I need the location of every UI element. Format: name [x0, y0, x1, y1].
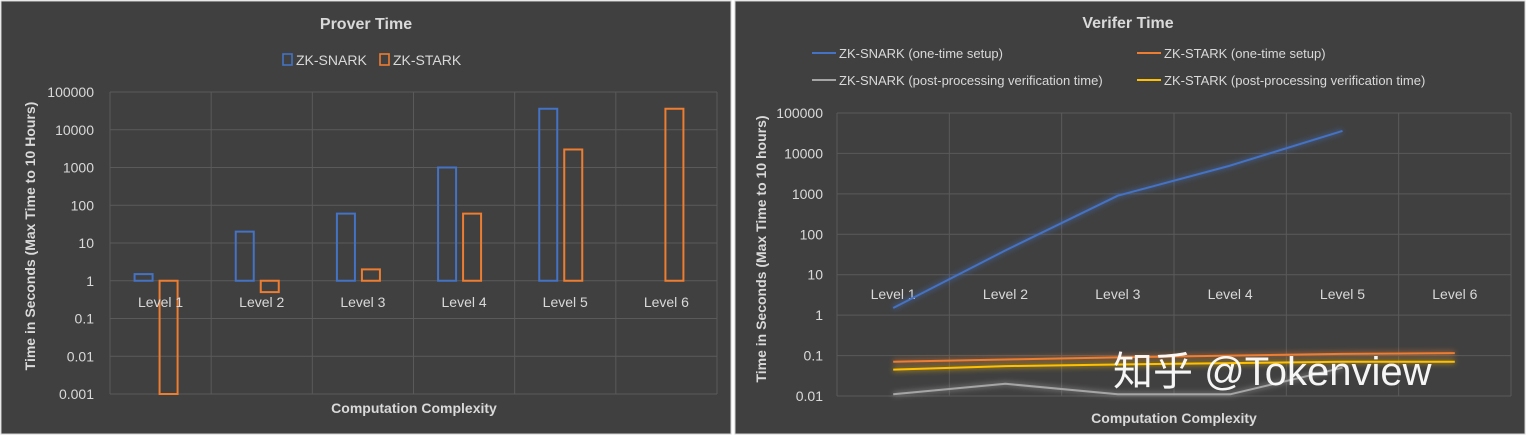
chart2-legend-label: ZK-SNARK (post-processing verification t… — [839, 73, 1103, 88]
chart1-bar-stark — [664, 107, 685, 282]
chart2-ytick-label: 10 — [807, 267, 823, 283]
chart2-category-label: Level 5 — [1320, 286, 1365, 302]
chart1-bar-snark — [133, 273, 154, 282]
chart2-ytick-label: 1 — [815, 307, 823, 323]
chart1-legend-swatch — [379, 53, 390, 66]
chart1-y-axis-title: Time in Seconds (Max Time to 10 Hours) — [22, 102, 38, 371]
chart2-category-label: Level 2 — [983, 286, 1028, 302]
chart1-title: Prover Time — [320, 16, 412, 33]
chart1-bar-snark — [335, 212, 356, 282]
chart1-ytick-label: 10 — [78, 235, 94, 251]
chart2-ytick-label: 100 — [800, 226, 824, 242]
chart1-ytick-label: 1000 — [63, 160, 94, 176]
chart1-bar-snark — [437, 166, 458, 282]
chart2-y-axis-title: Time in Seconds (Max Time to 10 hours) — [753, 115, 769, 382]
chart1-category-label: Level 4 — [442, 294, 487, 310]
chart1-background — [0, 0, 732, 435]
chart2-title: Verifer Time — [1082, 15, 1173, 32]
chart2-ytick-label: 0.1 — [804, 348, 824, 364]
chart2-ytick-label: 1000 — [792, 186, 823, 202]
chart1-bar-stark — [259, 279, 280, 294]
chart2-line-stark-setup — [893, 352, 1455, 363]
chart2-category-label: Level 4 — [1208, 286, 1253, 302]
chart2-line-stark-post — [893, 360, 1455, 371]
chart2-ytick-label: 100000 — [776, 105, 823, 121]
chart2-legend-label: ZK-SNARK (one-time setup) — [839, 46, 1003, 61]
chart2-line-snark-post — [893, 366, 1343, 396]
chart1-x-axis-title: Computation Complexity — [331, 400, 497, 416]
chart1-ytick-label: 0.01 — [67, 348, 94, 364]
chart1-bar-stark — [462, 212, 483, 282]
watermark-text: 知乎 @Tokenview — [1113, 350, 1432, 394]
chart1-category-label: Level 5 — [543, 294, 588, 310]
chart1-legend-label: ZK-STARK — [393, 52, 462, 68]
chart1-bar-snark — [234, 230, 255, 282]
chart1-bar-stark — [158, 279, 179, 395]
chart2-x-axis-title: Computation Complexity — [1091, 410, 1257, 426]
chart1-category-label: Level 1 — [138, 294, 183, 310]
chart2-category-label: Level 1 — [871, 286, 916, 302]
chart1-ytick-label: 0.001 — [59, 386, 94, 402]
chart1-category-label: Level 3 — [340, 294, 385, 310]
chart1-ytick-label: 100000 — [47, 84, 94, 100]
chart1-category-label: Level 6 — [644, 294, 689, 310]
chart1-category-label: Level 2 — [239, 294, 284, 310]
chart2-ytick-label: 0.01 — [796, 388, 823, 404]
chart1-bar-snark — [538, 107, 559, 282]
chart1-legend-label: ZK-SNARK — [296, 52, 367, 68]
chart1-legend-swatch — [282, 53, 293, 66]
chart1-ytick-label: 1 — [86, 273, 94, 289]
chart1-ytick-label: 0.1 — [75, 311, 95, 327]
chart2-legend-label: ZK-STARK (one-time setup) — [1164, 46, 1326, 61]
chart1-ytick-label: 100 — [71, 197, 95, 213]
chart2-category-label: Level 6 — [1432, 286, 1477, 302]
chart2-category-label: Level 3 — [1095, 286, 1140, 302]
chart2-ytick-label: 10000 — [784, 145, 823, 161]
chart1-ytick-label: 10000 — [55, 122, 94, 138]
chart1-bar-stark — [563, 148, 584, 282]
chart2-line-snark-setup — [892, 129, 1343, 309]
chart1-bar-stark — [360, 268, 381, 282]
chart2-legend-label: ZK-STARK (post-processing verification t… — [1164, 73, 1425, 88]
